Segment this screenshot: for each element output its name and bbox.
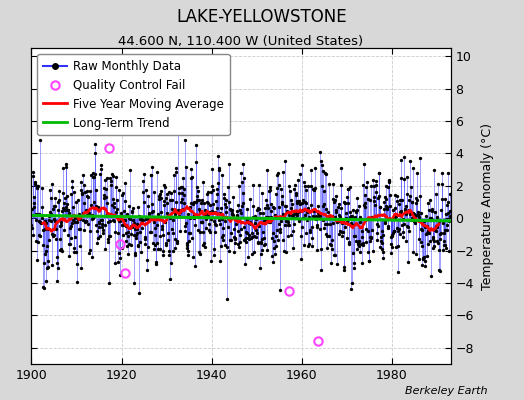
Legend: Raw Monthly Data, Quality Control Fail, Five Year Moving Average, Long-Term Tren: Raw Monthly Data, Quality Control Fail, … [37,54,230,136]
Title: 44.600 N, 110.400 W (United States): 44.600 N, 110.400 W (United States) [118,35,364,48]
Y-axis label: Temperature Anomaly (°C): Temperature Anomaly (°C) [481,122,494,290]
Text: Berkeley Earth: Berkeley Earth [405,386,487,396]
Text: LAKE-YELLOWSTONE: LAKE-YELLOWSTONE [177,8,347,26]
